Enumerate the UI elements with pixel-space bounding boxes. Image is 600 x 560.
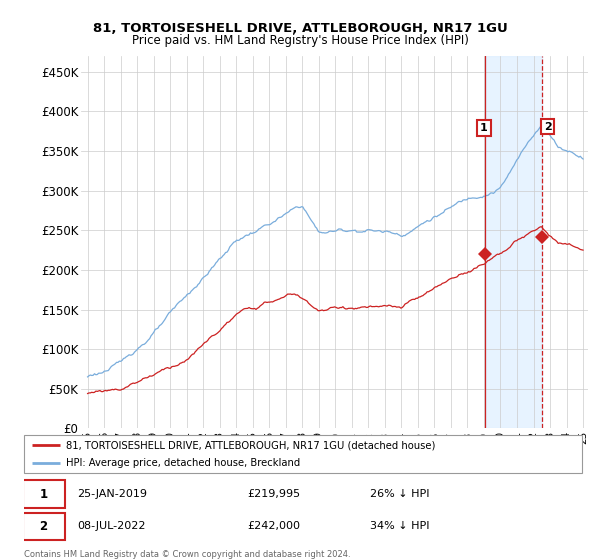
FancyBboxPatch shape	[23, 512, 65, 540]
Text: £219,995: £219,995	[247, 489, 301, 499]
Text: 81, TORTOISESHELL DRIVE, ATTLEBOROUGH, NR17 1GU: 81, TORTOISESHELL DRIVE, ATTLEBOROUGH, N…	[92, 22, 508, 35]
Text: Price paid vs. HM Land Registry's House Price Index (HPI): Price paid vs. HM Land Registry's House …	[131, 34, 469, 46]
Text: 1: 1	[480, 123, 488, 133]
Text: £242,000: £242,000	[247, 521, 300, 531]
Text: 2: 2	[40, 520, 47, 533]
Bar	[485, 56, 542, 428]
Text: 25-JAN-2019: 25-JAN-2019	[77, 489, 147, 499]
FancyBboxPatch shape	[24, 435, 582, 473]
Text: 2: 2	[544, 122, 551, 132]
Text: Contains HM Land Registry data © Crown copyright and database right 2024.
This d: Contains HM Land Registry data © Crown c…	[24, 550, 350, 560]
Text: HPI: Average price, detached house, Breckland: HPI: Average price, detached house, Brec…	[66, 458, 300, 468]
Text: 08-JUL-2022: 08-JUL-2022	[77, 521, 146, 531]
FancyBboxPatch shape	[23, 480, 65, 508]
Text: 26% ↓ HPI: 26% ↓ HPI	[370, 489, 430, 499]
Text: 1: 1	[40, 488, 47, 501]
Text: 81, TORTOISESHELL DRIVE, ATTLEBOROUGH, NR17 1GU (detached house): 81, TORTOISESHELL DRIVE, ATTLEBOROUGH, N…	[66, 440, 435, 450]
Text: 34% ↓ HPI: 34% ↓ HPI	[370, 521, 430, 531]
